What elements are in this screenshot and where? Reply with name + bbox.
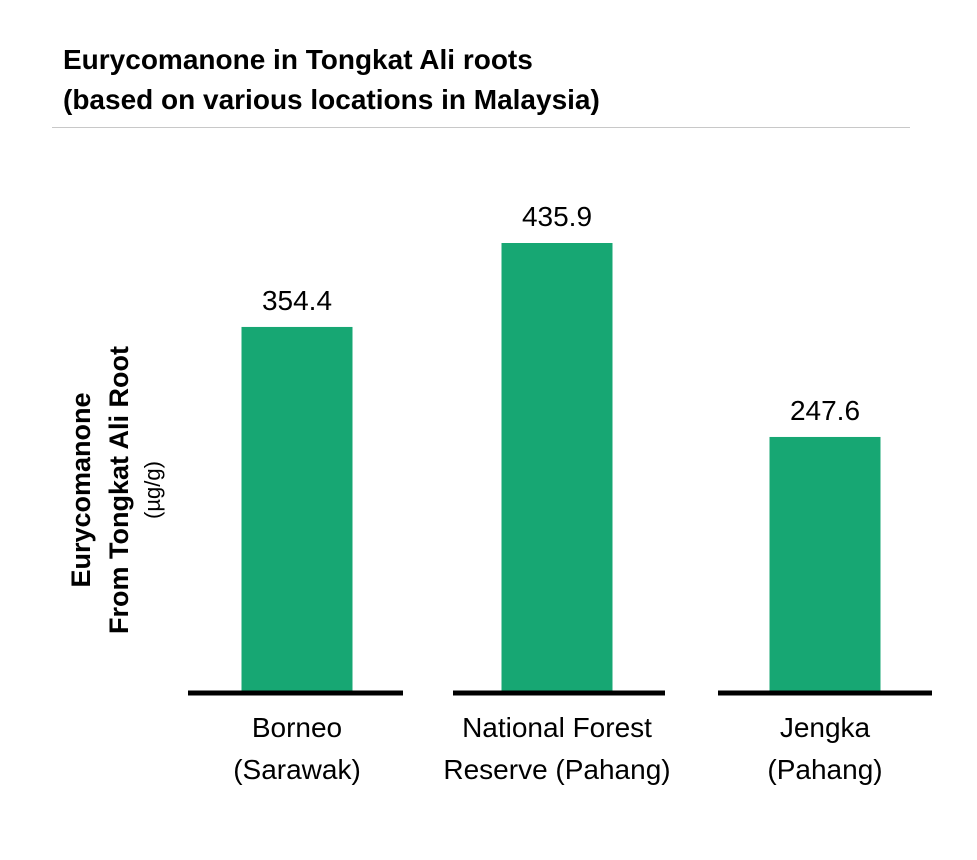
category-label-1-line1: National Forest [462, 712, 652, 743]
value-label-2: 247.6 [790, 395, 860, 426]
category-label-2-line2: (Pahang) [767, 754, 882, 785]
category-label-2-line1: Jengka [780, 712, 871, 743]
category-label-0-line2: (Sarawak) [233, 754, 361, 785]
title-divider [52, 127, 910, 128]
value-label-0: 354.4 [262, 285, 332, 316]
bar-2 [769, 436, 881, 692]
category-label-0-line1: Borneo [252, 712, 342, 743]
category-label-1-line2: Reserve (Pahang) [443, 754, 670, 785]
chart-title: Eurycomanone in Tongkat Ali roots (based… [63, 40, 600, 120]
chart-title-line1: Eurycomanone in Tongkat Ali roots [63, 44, 533, 75]
value-label-1: 435.9 [522, 201, 592, 232]
bar-0 [241, 326, 353, 692]
bar-1 [501, 243, 613, 692]
chart-title-line2: (based on various locations in Malaysia) [63, 84, 600, 115]
